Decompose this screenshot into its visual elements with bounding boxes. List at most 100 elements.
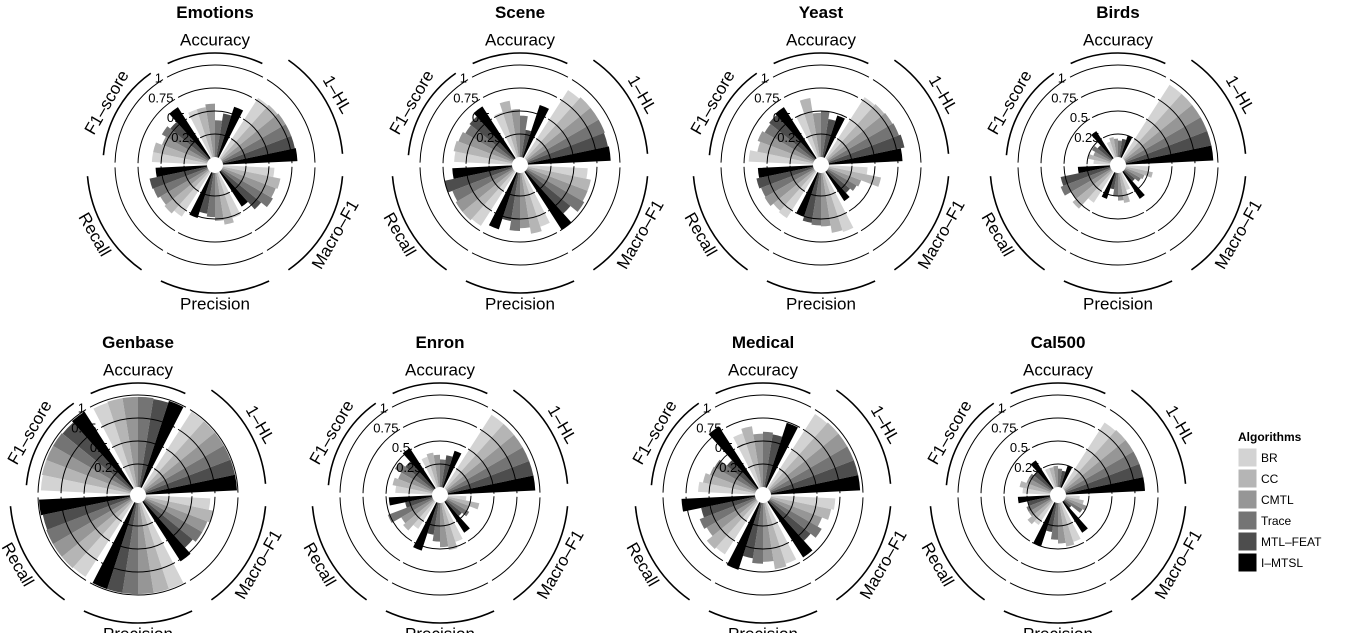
grid-arc: [455, 468, 472, 495]
bar-yeast-1-hl-cc: [826, 104, 885, 160]
bar-scene-f1-score-i-mtsl: [473, 106, 516, 160]
category-label-f1-score: F1–score: [386, 67, 438, 138]
category-label-accuracy: Accuracy: [786, 30, 856, 49]
grid-arc: [160, 166, 188, 212]
grid-arc: [488, 165, 505, 192]
legend-swatch-cmtl: [1237, 489, 1258, 510]
grid-arc: [720, 167, 770, 251]
bar-yeast-f1-score-i-mtsl: [775, 107, 817, 160]
radial-tick-label: 0.25: [1014, 460, 1039, 475]
bar-medical-macro-f1-cmtl: [769, 497, 823, 527]
bar-emotions-1-hl-br: [219, 97, 269, 160]
bar-scene-1-hl-i-mtsl: [527, 146, 611, 165]
panel-birds: BirdsAccuracy1–HLMacro–F1PrecisionRecall…: [978, 3, 1266, 313]
grid-arc: [547, 166, 575, 212]
grid-arc: [402, 562, 478, 573]
bar-scene-accuracy-cc: [499, 100, 519, 158]
bar-emotions-recall-cmtl: [160, 169, 209, 205]
bar-yeast-macro-f1-i-mtsl: [825, 170, 850, 202]
bar-scene-f1-score-trace: [465, 125, 514, 161]
bar-emotions-f1-score-br: [151, 152, 208, 165]
radial-tick-label: 0.75: [453, 90, 478, 105]
legend-swatch-i-mtsl: [1237, 552, 1258, 573]
category-arc: [90, 382, 186, 395]
grid-arc: [189, 409, 239, 493]
bar-emotions-1-hl-mtl-feat: [222, 135, 295, 164]
grid-arc: [743, 166, 782, 232]
bar-birds-recall-cc: [1072, 170, 1113, 209]
grid-arc: [805, 191, 837, 197]
grid-arc: [402, 417, 478, 428]
bar-cal500-macro-f1-i-mtsl: [1062, 500, 1088, 533]
bar-cal500-precision-br: [1060, 502, 1081, 542]
category-arc: [86, 176, 143, 271]
category-label-1-hl: 1–HL: [544, 402, 581, 447]
grid-arc: [1169, 167, 1219, 251]
bar-medical-recall-trace: [699, 497, 757, 529]
grid-arc: [1026, 495, 1043, 522]
radial-tick-label: 0.25: [171, 130, 196, 145]
bar-scene-precision-br: [522, 172, 550, 227]
grid-arc: [493, 110, 547, 119]
grid-arc: [708, 496, 736, 542]
bar-enron-recall-trace: [387, 497, 434, 523]
bar-emotions-macro-f1-br: [222, 165, 275, 178]
bar-enron-accuracy-trace: [440, 459, 446, 488]
bar-birds-accuracy-trace: [1118, 140, 1122, 158]
bar-emotions-macro-f1-mtl-feat: [220, 170, 262, 210]
bar-birds-precision-trace: [1113, 172, 1118, 196]
bar-enron-macro-f1-trace: [446, 499, 470, 517]
bar-cal500-macro-f1-trace: [1064, 499, 1083, 513]
category-arc: [1130, 389, 1187, 484]
grid-arc: [1063, 166, 1091, 212]
bar-genbase-macro-f1-trace: [144, 499, 203, 542]
category-arc: [287, 59, 344, 154]
bar-cal500-recall-mtl-feat: [1027, 496, 1051, 507]
category-arc: [512, 506, 569, 601]
grid-arc: [1080, 232, 1156, 243]
grid-arc: [783, 87, 859, 98]
bar-cal500-accuracy-mtl-feat: [1059, 470, 1066, 488]
category-label-1-hl: 1–HL: [624, 72, 661, 117]
grid-arc: [848, 166, 876, 212]
grid-arc: [504, 191, 536, 197]
bar-yeast-accuracy-cc: [799, 98, 820, 158]
bar-enron-f1-score-cc: [392, 477, 433, 494]
grid-arc: [1069, 64, 1167, 78]
bar-scene-recall-br: [471, 170, 516, 226]
bar-genbase-f1-score-mtl-feat: [62, 422, 133, 490]
bar-birds-f1-score-i-mtsl: [1091, 131, 1114, 160]
grid-arc: [1157, 166, 1196, 232]
grid-arc: [83, 496, 111, 542]
grid-arc: [385, 496, 413, 542]
bar-emotions-precision-trace: [206, 172, 215, 218]
grid-arc: [89, 394, 187, 408]
bar-medical-precision-br: [765, 502, 797, 564]
grid-arc: [266, 167, 316, 251]
bar-medical-precision-cc: [764, 502, 787, 570]
panel-title: Cal500: [1031, 333, 1086, 352]
bar-cal500-f1-score-i-mtsl: [1030, 460, 1054, 490]
bar-emotions-f1-score-cmtl: [161, 136, 209, 163]
grid-arc: [230, 138, 247, 165]
category-arc: [835, 506, 892, 601]
grid-arc: [736, 440, 790, 449]
panel-title: Genbase: [102, 333, 174, 352]
bar-birds-accuracy-mtl-feat: [1119, 138, 1127, 158]
category-label-recall: Recall: [623, 539, 663, 589]
grid-arc: [424, 521, 456, 527]
bar-yeast-macro-f1-br: [828, 165, 868, 175]
bar-medical-accuracy-cmtl: [753, 433, 763, 488]
bar-scene-1-hl-cmtl: [526, 107, 599, 161]
grid-arc: [1017, 167, 1067, 251]
bar-medical-accuracy-br: [733, 433, 761, 488]
grid-arc: [980, 496, 1019, 562]
grid-arc: [1042, 521, 1074, 527]
grid-arc: [743, 98, 782, 164]
grid-arc: [747, 521, 779, 527]
grid-arc: [802, 496, 841, 562]
bar-yeast-macro-f1-cmtl: [827, 167, 862, 187]
radial-tick-label: 0.25: [1074, 130, 1099, 145]
grid-arc: [467, 496, 495, 542]
bar-scene-precision-mtl-feat: [502, 172, 519, 222]
